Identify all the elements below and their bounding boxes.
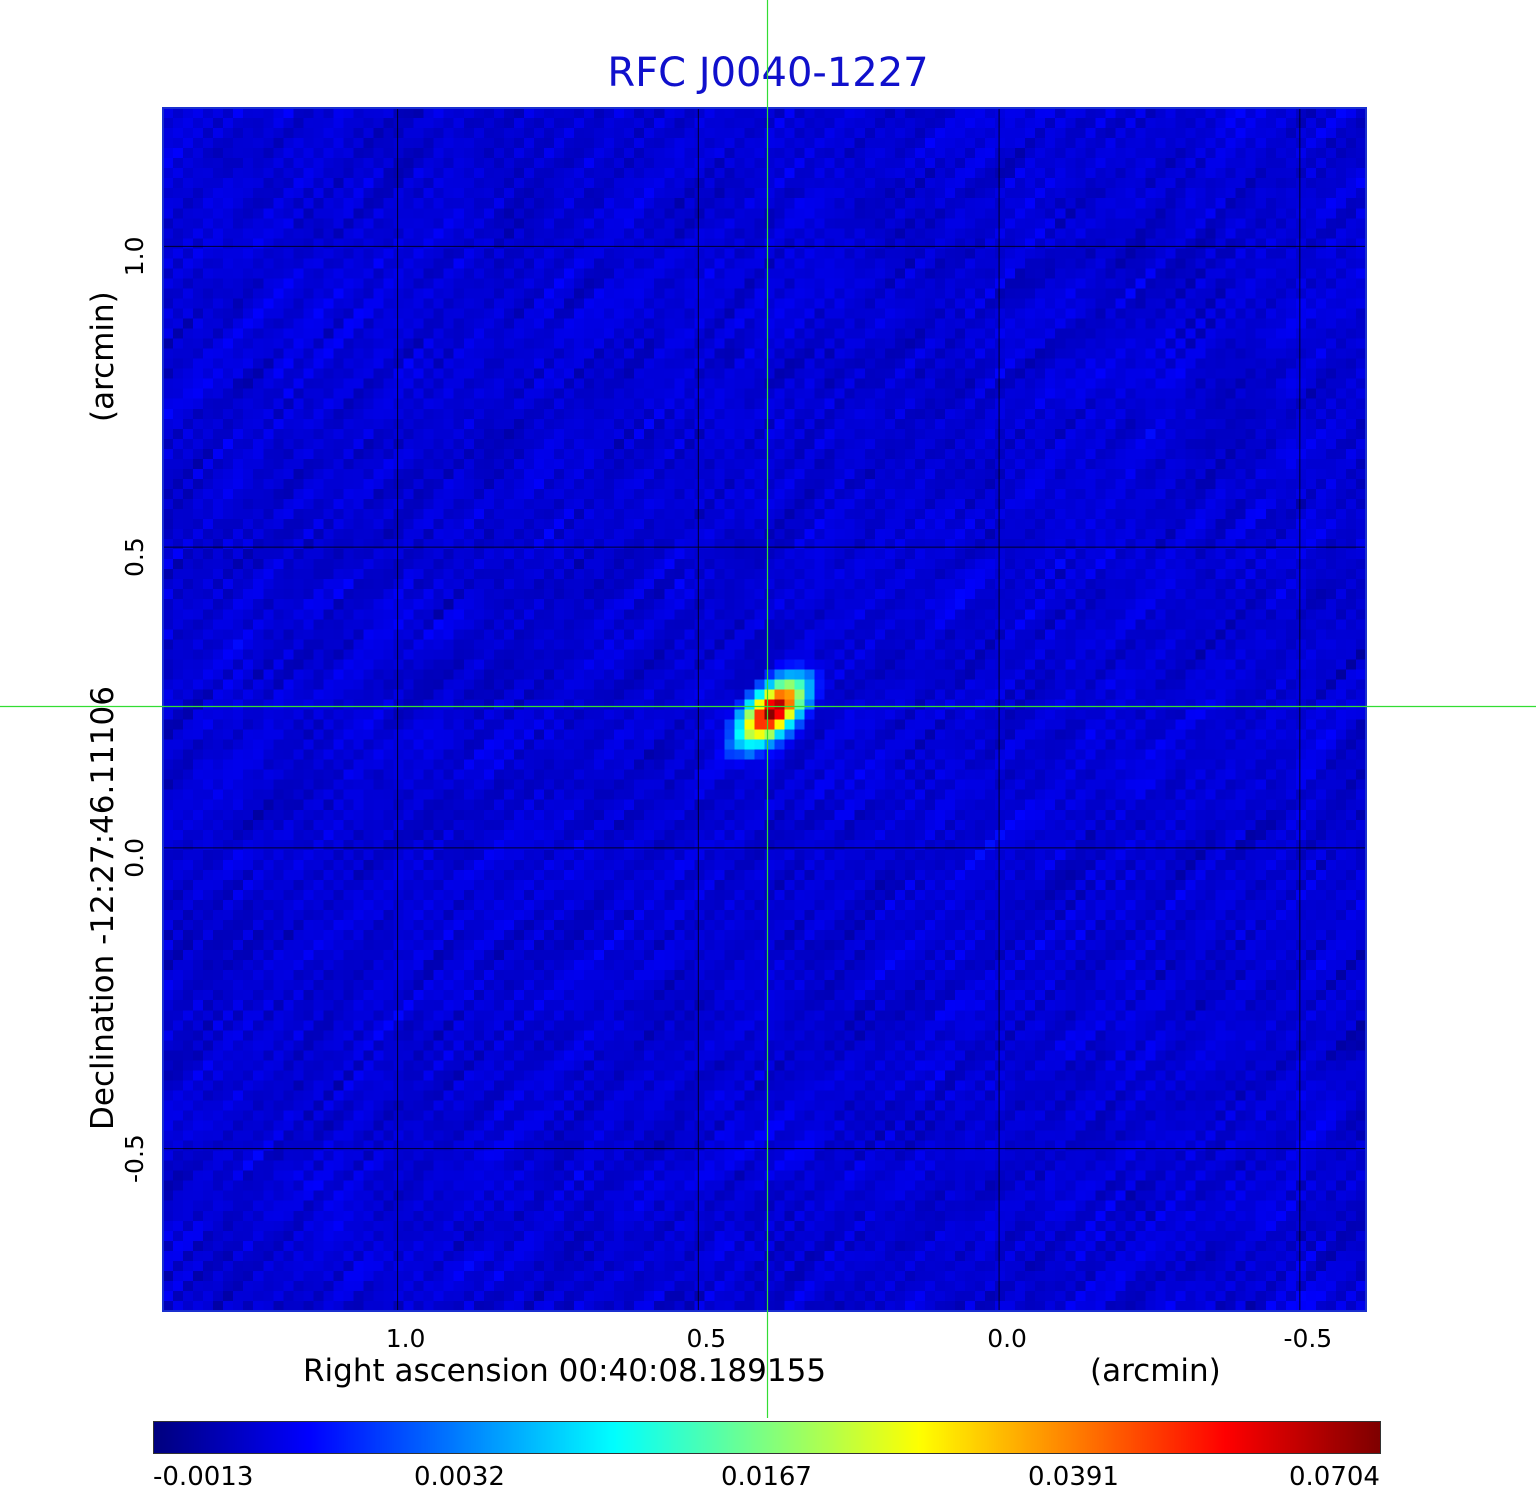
colorbar-tick-label: 0.0704 xyxy=(1289,1462,1380,1492)
chart-title: RFC J0040-1227 xyxy=(607,50,929,96)
colorbar xyxy=(153,1421,1381,1454)
y-tick-labels: 1.0 0.5 0.0 -0.5 xyxy=(120,236,149,1183)
y-tick-label: 0.0 xyxy=(120,838,149,878)
x-tick-label: 1.0 xyxy=(386,1324,426,1353)
colorbar-tick-label: 0.0167 xyxy=(721,1462,812,1492)
y-tick-label: -0.5 xyxy=(120,1134,149,1183)
y-tick-label: 0.5 xyxy=(120,537,149,577)
y-tick-label: 1.0 xyxy=(120,236,149,276)
colorbar-tick-label: -0.0013 xyxy=(153,1462,254,1492)
colorbar-tick-label: 0.0032 xyxy=(414,1462,505,1492)
heatmap-image xyxy=(163,108,1366,1311)
x-tick-label: -0.5 xyxy=(1283,1324,1332,1353)
image-map[interactable] xyxy=(163,108,1366,1311)
x-axis-label: Right ascension 00:40:08.189155 xyxy=(303,1353,826,1389)
x-tick-label: 0.5 xyxy=(686,1324,726,1353)
x-tick-label: 0.0 xyxy=(987,1324,1027,1353)
x-tick-labels: 1.0 0.5 0.0 -0.5 xyxy=(386,1324,1333,1353)
y-axis-label: Declination -12:27:46.11106 xyxy=(85,686,121,1130)
colorbar-tick-label: 0.0391 xyxy=(1028,1462,1119,1492)
y-axis-unit: (arcmin) xyxy=(85,291,121,422)
x-axis-unit: (arcmin) xyxy=(1090,1353,1221,1389)
